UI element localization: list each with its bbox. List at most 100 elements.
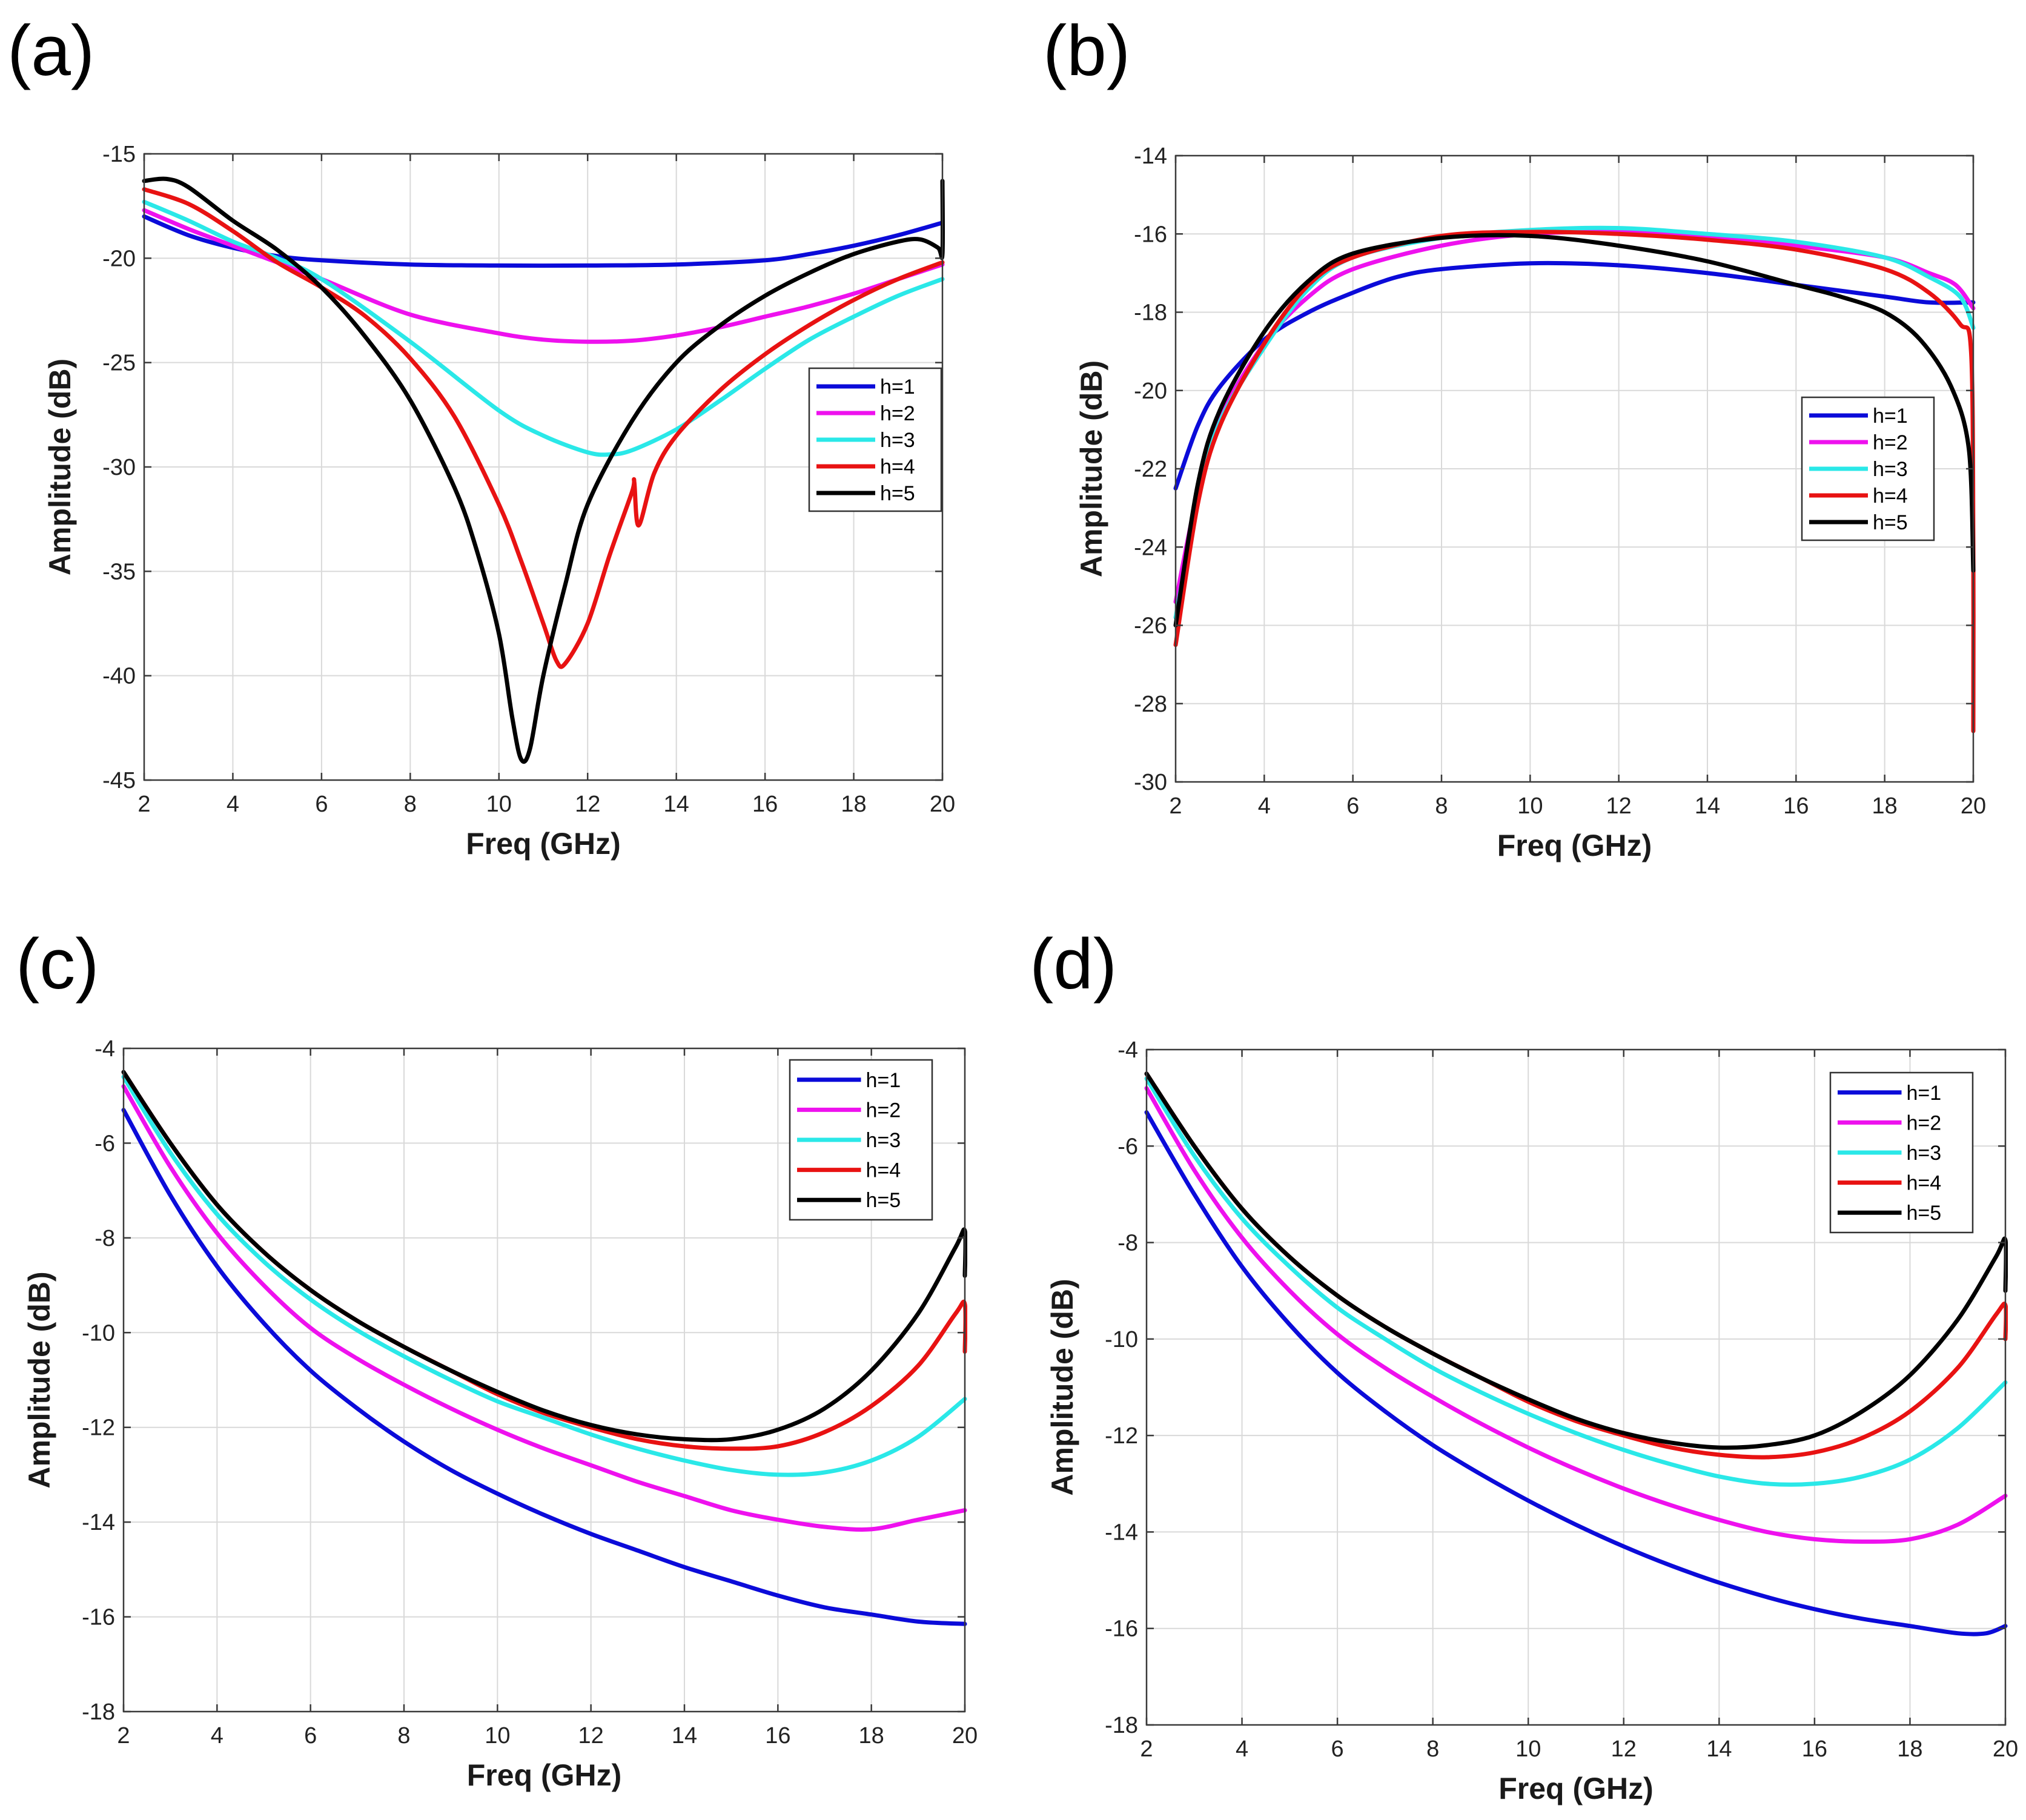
panel-a: (a) 2 4 6 8 10 12 14 16 18 20 -15 -20 -25 -30 -35 -40 -45… bbox=[7, 11, 955, 861]
legend-label: h=1 bbox=[880, 376, 915, 399]
x-tick-label: 20 bbox=[1993, 1736, 2018, 1762]
x-tick-label: 8 bbox=[1435, 793, 1448, 819]
x-tick-label: 16 bbox=[752, 792, 778, 817]
x-tick-label: 2 bbox=[117, 1723, 130, 1749]
y-tick-label: -16 bbox=[1105, 1616, 1138, 1642]
y-tick-label: -12 bbox=[1105, 1423, 1138, 1449]
y-tick-label: -16 bbox=[1134, 222, 1167, 247]
y-axis-title: Amplitude (dB) bbox=[1074, 360, 1108, 577]
series-group bbox=[142, 176, 945, 764]
y-axis-title: Amplitude (dB) bbox=[43, 359, 77, 575]
x-tick-label: 10 bbox=[486, 792, 512, 817]
x-tick-label: 18 bbox=[1897, 1736, 1922, 1762]
y-tick-label: -14 bbox=[1134, 144, 1167, 169]
y-tick-label: -18 bbox=[1105, 1713, 1138, 1738]
y-tick-label: -18 bbox=[82, 1699, 115, 1725]
series-line-h1 bbox=[1173, 260, 1976, 491]
x-tick-label: 20 bbox=[930, 792, 955, 817]
y-tick-label: -35 bbox=[102, 559, 136, 584]
x-tick-label: 16 bbox=[1783, 793, 1809, 819]
series-line-h5 bbox=[1173, 233, 1976, 627]
x-tick-label: 8 bbox=[397, 1723, 410, 1749]
series-line-h4 bbox=[142, 187, 945, 669]
series-group bbox=[1173, 225, 1976, 733]
series-line-h5 bbox=[121, 1070, 967, 1443]
legend-label: h=3 bbox=[1873, 458, 1908, 481]
x-tick-label: 6 bbox=[315, 792, 328, 817]
y-tick-label: -45 bbox=[102, 768, 136, 793]
y-tick-label: -10 bbox=[82, 1320, 115, 1346]
y-tick-label: -20 bbox=[1134, 379, 1167, 404]
y-tick-label: -26 bbox=[1134, 614, 1167, 639]
series-line-h5 bbox=[142, 176, 945, 764]
x-tick-label: 8 bbox=[404, 792, 417, 817]
panel-d: (d) 2 4 6 8 10 12 14 16 18 20 -4 -6 -8 -10 -12 -14 -16 -18… bbox=[1030, 924, 2018, 1805]
x-tick-label: 6 bbox=[304, 1723, 317, 1749]
x-tick-label: 4 bbox=[1258, 793, 1271, 819]
x-axis-title: Freq (GHz) bbox=[466, 827, 621, 861]
series-line-h3 bbox=[142, 199, 945, 457]
y-tick-label: -18 bbox=[1134, 300, 1167, 326]
plot-frame bbox=[122, 1047, 966, 1713]
x-axis-title: Freq (GHz) bbox=[467, 1758, 622, 1792]
x-tick-label: 12 bbox=[578, 1723, 604, 1749]
series-line-h5 bbox=[1144, 1071, 2008, 1450]
x-tick-label: 2 bbox=[1169, 793, 1182, 819]
y-tick-label: -12 bbox=[82, 1415, 115, 1441]
x-tick-label: 10 bbox=[1515, 1736, 1541, 1762]
legend-label: h=5 bbox=[880, 482, 915, 505]
series-line-h4 bbox=[1173, 230, 1976, 733]
y-tick-label: -4 bbox=[1117, 1037, 1138, 1063]
x-tick-label: 18 bbox=[841, 792, 866, 817]
x-tick-label: 14 bbox=[664, 792, 689, 817]
legend-label: h=3 bbox=[1907, 1142, 1942, 1165]
x-tick-label: 4 bbox=[1236, 1736, 1248, 1762]
legend-label: h=4 bbox=[880, 455, 915, 478]
panel-label: (c) bbox=[16, 924, 99, 1004]
legend-label: h=5 bbox=[866, 1189, 901, 1212]
x-tick-label: 10 bbox=[1517, 793, 1543, 819]
y-tick-label: -24 bbox=[1134, 535, 1167, 560]
legend-label: h=2 bbox=[1873, 431, 1908, 454]
y-tick-label: -22 bbox=[1134, 457, 1167, 482]
series-group bbox=[1144, 1071, 2008, 1636]
legend-label: h=3 bbox=[880, 429, 915, 452]
x-tick-label: 12 bbox=[1606, 793, 1632, 819]
x-tick-label: 4 bbox=[227, 792, 239, 817]
series-line-h2 bbox=[1144, 1086, 2008, 1544]
legend: h=1 h=2 h=3 h=4 h=5 bbox=[1829, 1071, 1974, 1234]
legend-label: h=3 bbox=[866, 1129, 901, 1152]
y-axis-title: Amplitude (dB) bbox=[1045, 1279, 1079, 1495]
legend-label: h=2 bbox=[866, 1099, 901, 1122]
x-tick-label: 14 bbox=[1706, 1736, 1732, 1762]
series-line-h2 bbox=[121, 1084, 967, 1532]
legend: h=1 h=2 h=3 h=4 h=5 bbox=[808, 367, 942, 512]
series-line-h3 bbox=[121, 1074, 967, 1477]
x-axis-title: Freq (GHz) bbox=[1497, 829, 1652, 862]
x-tick-label: 10 bbox=[485, 1723, 510, 1749]
y-axis-title: Amplitude (dB) bbox=[22, 1271, 56, 1488]
y-tick-label: -4 bbox=[94, 1036, 115, 1062]
y-tick-label: -14 bbox=[82, 1510, 115, 1535]
x-tick-label: 6 bbox=[1346, 793, 1359, 819]
panel-label: (b) bbox=[1043, 11, 1130, 91]
y-tick-label: -10 bbox=[1105, 1327, 1138, 1352]
legend-label: h=1 bbox=[1907, 1082, 1942, 1105]
x-tick-label: 14 bbox=[672, 1723, 697, 1749]
legend-label: h=4 bbox=[1907, 1172, 1942, 1195]
y-tick-label: -20 bbox=[102, 246, 136, 271]
x-tick-label: 18 bbox=[859, 1723, 884, 1749]
x-tick-label: 2 bbox=[137, 792, 150, 817]
legend: h=1 h=2 h=3 h=4 h=5 bbox=[789, 1059, 933, 1221]
legend-label: h=4 bbox=[866, 1159, 901, 1182]
x-tick-label: 6 bbox=[1331, 1736, 1344, 1762]
y-tick-label: -30 bbox=[102, 455, 136, 480]
y-tick-label: -28 bbox=[1134, 692, 1167, 717]
x-tick-label: 14 bbox=[1695, 793, 1720, 819]
legend: h=1 h=2 h=3 h=4 h=5 bbox=[1801, 396, 1935, 541]
y-tick-label: -6 bbox=[1117, 1134, 1138, 1159]
panel-label: (d) bbox=[1030, 924, 1117, 1004]
y-tick-label: -25 bbox=[102, 351, 136, 376]
x-tick-label: 8 bbox=[1426, 1736, 1439, 1762]
